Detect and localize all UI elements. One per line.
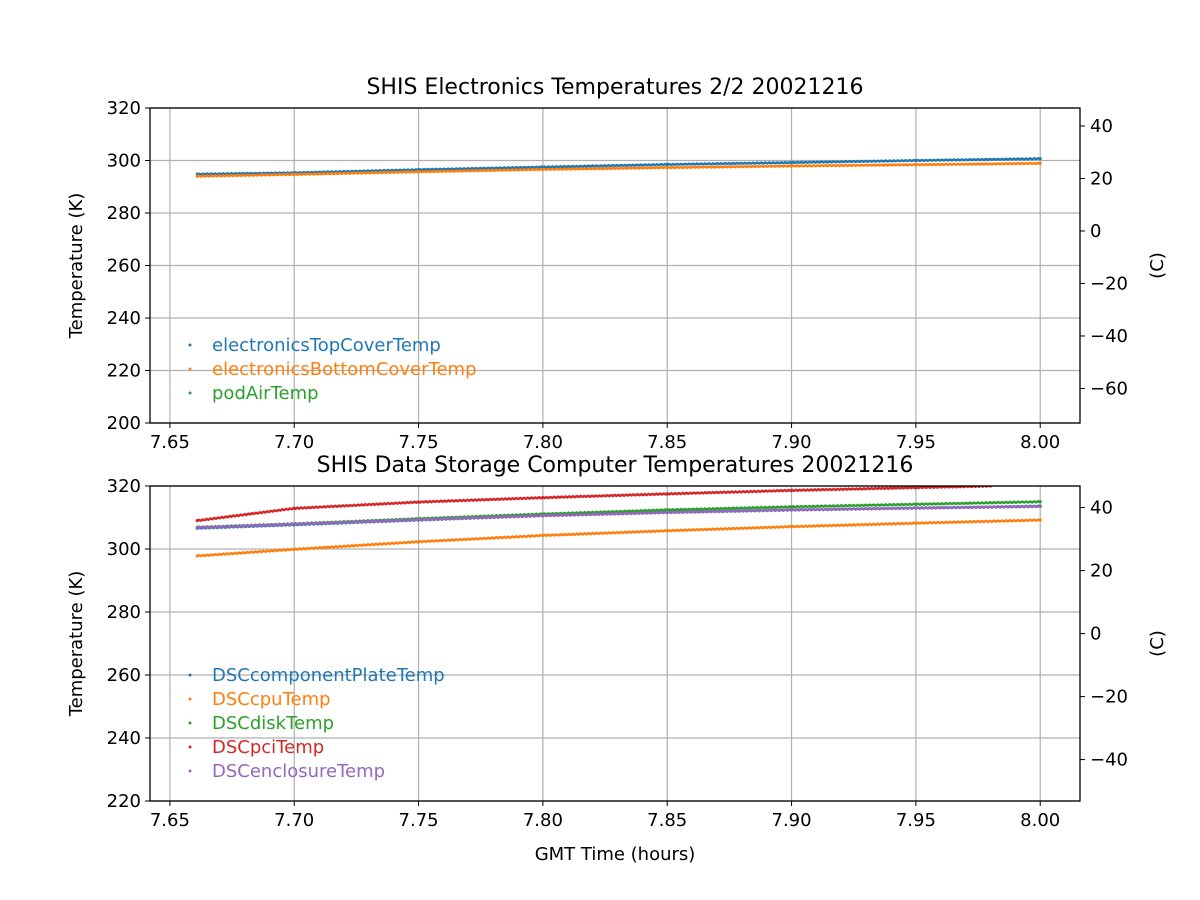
axes-frame: [149, 485, 1081, 802]
legend: DSCcomponentPlateTemp DSCcpuTemp DSCdiskTe…: [188, 665, 445, 782]
x-tick-label: 7.95: [896, 810, 936, 831]
x-tick-label: 7.90: [772, 432, 812, 453]
y-axis-label: Temperature (K): [66, 193, 87, 340]
x-tick-label: 7.80: [523, 810, 563, 831]
y-tick-label: 240: [107, 308, 141, 329]
y-right-tick-label: −40: [1090, 750, 1128, 771]
x-tick-label: 8.00: [1020, 432, 1060, 453]
legend-label: electronicsBottomCoverTemp: [212, 359, 477, 380]
plot-area: [195, 486, 1042, 558]
y-tick-label: 220: [107, 361, 141, 382]
x-tick-label: 7.65: [150, 810, 190, 831]
legend: electronicsTopCoverTemp electronicsBottom…: [188, 335, 477, 404]
legend-marker: [188, 367, 192, 371]
series-electronicsBottomCoverTemp: [195, 161, 1042, 178]
bottom-panel: 7.65 7.70 7.75 7.80 7.85 7.90 7.95 8.00 220 240 26…: [66, 453, 1168, 865]
legend-label: electronicsTopCoverTemp: [212, 335, 441, 356]
y-right-tick-label: 20: [1090, 561, 1113, 582]
x-axis-label: GMT Time (hours): [535, 844, 696, 865]
legend-marker: [188, 391, 192, 395]
y-tick-label: 300: [107, 151, 141, 172]
y-tick-label: 240: [107, 728, 141, 749]
y-right-tick-label: −20: [1090, 687, 1128, 708]
y-right-tick-label: −60: [1090, 378, 1128, 399]
x-tick-label: 7.80: [523, 432, 563, 453]
legend-label: DSCenclosureTemp: [212, 761, 385, 782]
y-right-tick-label: 20: [1090, 168, 1113, 189]
x-tick-label: 7.75: [399, 810, 439, 831]
legend-marker: [188, 673, 192, 677]
y-right-tick-label: 40: [1090, 498, 1113, 519]
series-trace: [196, 504, 1041, 530]
series-DSCenclosureTemp: [195, 504, 1042, 530]
plot-area: [195, 157, 1042, 178]
x-tick-label: 8.00: [1020, 810, 1060, 831]
x-tick-label: 7.85: [647, 810, 687, 831]
y-tick-label: 280: [107, 203, 141, 224]
legend-label: podAirTemp: [212, 383, 319, 404]
legend-label: DSCcpuTemp: [212, 689, 331, 710]
x-tick-label: 7.70: [274, 432, 314, 453]
x-tick-label: 7.70: [274, 810, 314, 831]
y-tick-label: 320: [107, 98, 141, 119]
y-tick-label: 200: [107, 413, 141, 434]
top-panel: 7.65 7.70 7.75 7.80 7.85 7.90 7.95 8.0020022024…: [66, 75, 1168, 453]
y-tick-label: 280: [107, 602, 141, 623]
series-trace: [196, 518, 1041, 558]
series-trace: [196, 504, 1041, 530]
legend-marker: [188, 769, 192, 773]
series-trace: [196, 486, 991, 523]
y-tick-label: 300: [107, 539, 141, 560]
chart-title: SHIS Electronics Temperatures 2/2 200212…: [366, 75, 863, 100]
legend-label: DSCdiskTemp: [212, 713, 334, 734]
legend-label: DSCpciTemp: [212, 737, 324, 758]
x-tick-label: 7.95: [896, 432, 936, 453]
series-DSCcpuTemp: [195, 518, 1042, 558]
y-tick-label: 260: [107, 665, 141, 686]
y-right-axis-label: (C): [1147, 630, 1168, 657]
x-tick-label: 7.90: [772, 810, 812, 831]
y-right-tick-label: 0: [1090, 624, 1101, 645]
y-tick-label: 320: [107, 476, 141, 497]
y-right-axis-label: (C): [1147, 252, 1168, 279]
legend-label: DSCcomponentPlateTemp: [212, 665, 445, 686]
x-tick-label: 7.85: [647, 432, 687, 453]
series-DSCpciTemp: [195, 486, 993, 523]
y-right-tick-label: −40: [1090, 326, 1128, 347]
y-right-tick-label: −20: [1090, 273, 1128, 294]
y-tick-label: 260: [107, 256, 141, 277]
y-tick-label: 220: [107, 791, 141, 812]
legend-marker: [188, 745, 192, 749]
series-trace: [196, 157, 1041, 176]
legend-marker: [188, 343, 192, 347]
y-right-tick-label: 40: [1090, 116, 1113, 137]
chart-title: SHIS Data Storage Computer Temperatures …: [317, 453, 914, 478]
x-tick-label: 7.75: [399, 432, 439, 453]
legend-marker: [188, 697, 192, 701]
x-tick-label: 7.65: [150, 432, 190, 453]
y-right-tick-label: 0: [1090, 221, 1101, 242]
y-axis-label: Temperature (K): [66, 571, 87, 718]
legend-marker: [188, 721, 192, 725]
series-trace: [196, 161, 1041, 178]
